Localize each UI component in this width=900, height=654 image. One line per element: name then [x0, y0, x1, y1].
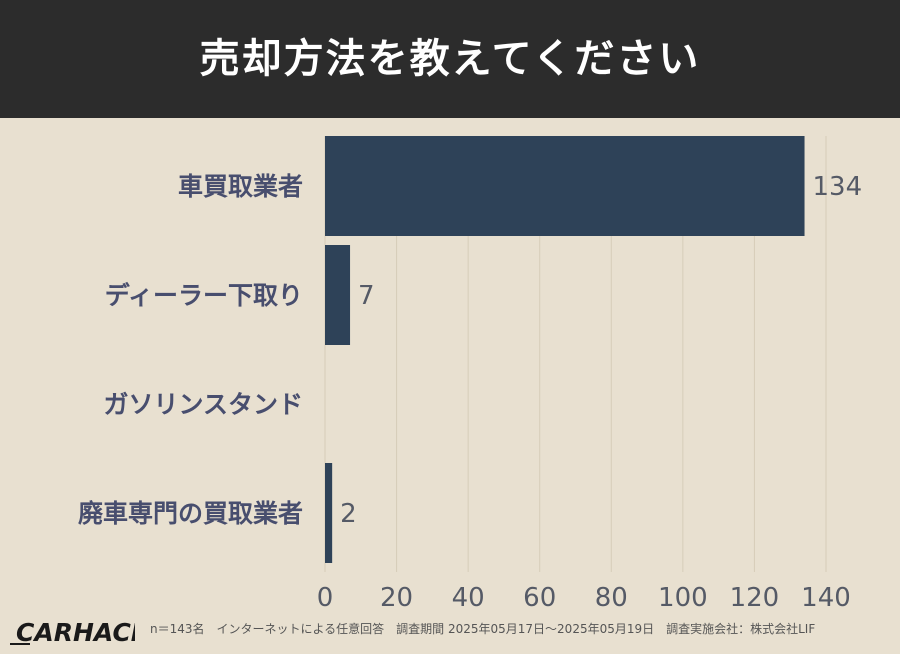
- data-label: 7: [358, 281, 375, 311]
- category-label: 車買取業者: [178, 172, 303, 201]
- chart-title: 売却方法を教えてください: [199, 36, 701, 82]
- bar: [325, 463, 333, 563]
- svg-text:CARHACK: CARHACK: [16, 618, 135, 647]
- x-tick-label: 0: [317, 583, 334, 613]
- category-label: 廃車専門の買取業者: [78, 499, 303, 528]
- x-tick-label: 120: [730, 583, 780, 613]
- x-tick-label: 20: [380, 583, 413, 613]
- x-tick-label: 100: [658, 583, 708, 613]
- bars: [325, 136, 805, 563]
- x-tick-label: 60: [523, 583, 556, 613]
- bar: [325, 136, 805, 236]
- survey-note: n＝143名 インターネットによる任意回答 調査期間 2025年05月17日～2…: [150, 622, 816, 636]
- category-label: ディーラー下取り: [105, 281, 303, 310]
- category-label: ガソリンスタンド: [103, 390, 303, 419]
- x-tick-label: 40: [452, 583, 485, 613]
- value-labels: 134 7 2: [340, 172, 862, 529]
- x-tick-label: 80: [595, 583, 628, 613]
- x-tick-label: 140: [801, 583, 851, 613]
- data-label: 134: [813, 172, 863, 202]
- header-bar: 売却方法を教えてください: [0, 0, 900, 118]
- carhack-logo: CARHACK: [10, 618, 135, 647]
- x-axis-ticks: 0 20 40 60 80 100 120 140: [317, 583, 851, 613]
- data-label: 2: [340, 499, 357, 529]
- bar: [325, 245, 351, 345]
